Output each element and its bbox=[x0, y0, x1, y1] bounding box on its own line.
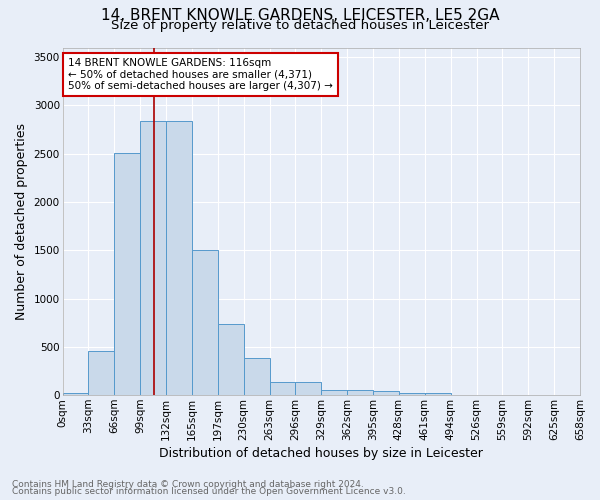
Y-axis label: Number of detached properties: Number of detached properties bbox=[15, 123, 28, 320]
Bar bbox=[321, 390, 347, 395]
Bar bbox=[62, 392, 88, 395]
Bar bbox=[88, 350, 115, 395]
Text: 14 BRENT KNOWLE GARDENS: 116sqm
← 50% of detached houses are smaller (4,371)
50%: 14 BRENT KNOWLE GARDENS: 116sqm ← 50% of… bbox=[68, 58, 332, 91]
Text: Contains HM Land Registry data © Crown copyright and database right 2024.: Contains HM Land Registry data © Crown c… bbox=[12, 480, 364, 489]
Bar bbox=[399, 392, 425, 395]
Bar bbox=[295, 382, 321, 395]
Text: Contains public sector information licensed under the Open Government Licence v3: Contains public sector information licen… bbox=[12, 487, 406, 496]
X-axis label: Distribution of detached houses by size in Leicester: Distribution of detached houses by size … bbox=[160, 447, 483, 460]
Bar bbox=[373, 390, 399, 395]
Bar bbox=[166, 121, 192, 395]
Bar bbox=[425, 394, 451, 395]
Text: 14, BRENT KNOWLE GARDENS, LEICESTER, LE5 2GA: 14, BRENT KNOWLE GARDENS, LEICESTER, LE5… bbox=[101, 8, 499, 22]
Bar bbox=[192, 250, 218, 395]
Bar bbox=[244, 358, 269, 395]
Bar bbox=[347, 390, 373, 395]
Bar bbox=[218, 324, 244, 395]
Text: Size of property relative to detached houses in Leicester: Size of property relative to detached ho… bbox=[111, 18, 489, 32]
Bar bbox=[140, 121, 166, 395]
Bar bbox=[115, 153, 140, 395]
Bar bbox=[269, 382, 295, 395]
